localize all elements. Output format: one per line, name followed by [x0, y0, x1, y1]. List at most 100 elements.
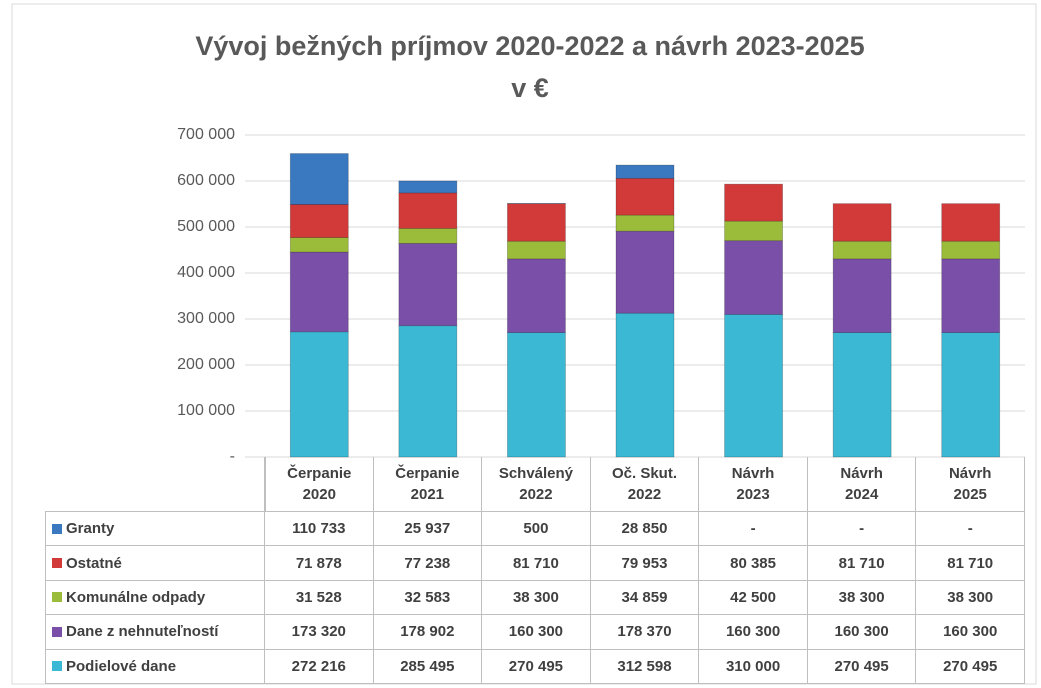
- table-value: 42 500: [699, 580, 808, 616]
- y-tick-label: 300 000: [177, 310, 235, 327]
- table-value: 270 495: [807, 649, 917, 684]
- table-value: 312 598: [590, 649, 700, 684]
- legend-entry: Granty: [45, 512, 265, 547]
- legend-key: [52, 626, 62, 637]
- bar-segment: [724, 220, 783, 242]
- table-value: 34 859: [590, 580, 700, 616]
- bar-segment: [615, 164, 675, 179]
- table-value: 31 528: [265, 580, 374, 616]
- bar-segment: [289, 251, 349, 333]
- bar-segment: [832, 258, 892, 333]
- table-value: 270 495: [916, 649, 1025, 684]
- table-value: 38 300: [807, 580, 917, 616]
- y-tick-label: -: [230, 448, 235, 465]
- table-value: 285 495: [373, 649, 483, 684]
- table-value: 160 300: [916, 615, 1025, 650]
- table-value: 110 733: [265, 512, 374, 547]
- table-value: 28 850: [590, 512, 700, 547]
- bar-segment: [832, 332, 892, 458]
- legend-key: [52, 592, 62, 603]
- chart-border: [11, 3, 1037, 685]
- bar-segment: [507, 240, 566, 260]
- bar-segment: [832, 203, 892, 242]
- category-header: Návrh 2025: [916, 457, 1025, 512]
- table-value: 173 320: [265, 615, 374, 650]
- bar-segment: [941, 240, 1001, 260]
- table-value: 310 000: [699, 649, 808, 684]
- bar-segment: [615, 312, 675, 458]
- bar-segment: [724, 183, 783, 222]
- bar-segment: [615, 177, 675, 216]
- table-value: 160 300: [482, 615, 591, 650]
- bar-segment: [398, 192, 458, 229]
- table-value: 160 300: [699, 615, 808, 650]
- table-value: 32 583: [373, 580, 483, 616]
- category-header: Čerpanie 2021: [373, 457, 483, 512]
- bar-segment: [615, 230, 675, 314]
- bar-segment: [941, 332, 1001, 458]
- y-tick-label: 400 000: [177, 264, 235, 281]
- bar-segment: [941, 258, 1001, 333]
- bar-segment: [832, 240, 892, 260]
- chart-subtitle: v €: [511, 73, 549, 103]
- legend-entry: Podielové dane: [45, 649, 265, 684]
- table-value: 38 300: [916, 580, 1025, 616]
- bar-segment: [289, 237, 349, 253]
- y-tick-label: 200 000: [177, 356, 235, 373]
- category-header: Čerpanie 2020: [265, 457, 374, 512]
- bar-segment: [507, 332, 566, 458]
- bar-segment: [941, 203, 1001, 242]
- bar-segment: [398, 180, 458, 194]
- table-value: 71 878: [265, 546, 374, 581]
- legend-entry: Komunálne odpady: [45, 580, 265, 616]
- table-value: 77 238: [373, 546, 483, 581]
- table-value: 38 300: [482, 580, 591, 616]
- bar-segment: [289, 204, 349, 238]
- bar-segment: [398, 227, 458, 244]
- table-value: 160 300: [807, 615, 917, 650]
- table-value: 178 370: [590, 615, 700, 650]
- legend-key: [52, 661, 62, 672]
- bar-segment: [507, 258, 566, 333]
- bar-segment: [615, 214, 675, 232]
- y-tick-label: 700 000: [177, 126, 235, 143]
- bar-segment: [724, 240, 783, 315]
- bar-segment: [398, 325, 458, 458]
- legend-key: [52, 558, 62, 569]
- legend-key: [52, 523, 62, 534]
- table-value: -: [807, 512, 917, 547]
- legend-entry: Dane z nehnuteľností: [45, 615, 265, 650]
- table-value: 81 710: [916, 546, 1025, 581]
- table-value: 81 710: [807, 546, 917, 581]
- table-value: -: [916, 512, 1025, 547]
- table-value: 81 710: [482, 546, 591, 581]
- category-header: Návrh 2023: [699, 457, 808, 512]
- legend-label: Podielové dane: [66, 657, 177, 675]
- table-value: 178 902: [373, 615, 483, 650]
- table-value: 79 953: [590, 546, 700, 581]
- table-value: -: [699, 512, 808, 547]
- table-value: 270 495: [482, 649, 591, 684]
- legend-label: Granty: [66, 520, 115, 538]
- bar-segment: [724, 313, 783, 458]
- legend-entry: Ostatné: [45, 546, 265, 581]
- table-value: 272 216: [265, 649, 374, 684]
- bar-segment: [289, 153, 349, 205]
- legend-label: Komunálne odpady: [66, 588, 206, 606]
- chart-title: Vývoj bežných príjmov 2020-2022 a návrh …: [195, 31, 864, 61]
- bar-segment: [289, 331, 349, 458]
- y-tick-label: 100 000: [177, 402, 235, 419]
- bar-segment: [398, 242, 458, 327]
- category-header: Schválený 2022: [482, 457, 591, 512]
- y-tick-label: 600 000: [177, 172, 235, 189]
- table-value: 80 385: [699, 546, 808, 581]
- category-header: Návrh 2024: [807, 457, 917, 512]
- table-value: 500: [482, 512, 591, 547]
- legend-label: Dane z nehnuteľností: [66, 623, 219, 641]
- legend-label: Ostatné: [66, 554, 122, 572]
- category-header: Oč. Skut. 2022: [590, 457, 700, 512]
- bar-segment: [507, 203, 566, 242]
- table-corner: [45, 457, 265, 512]
